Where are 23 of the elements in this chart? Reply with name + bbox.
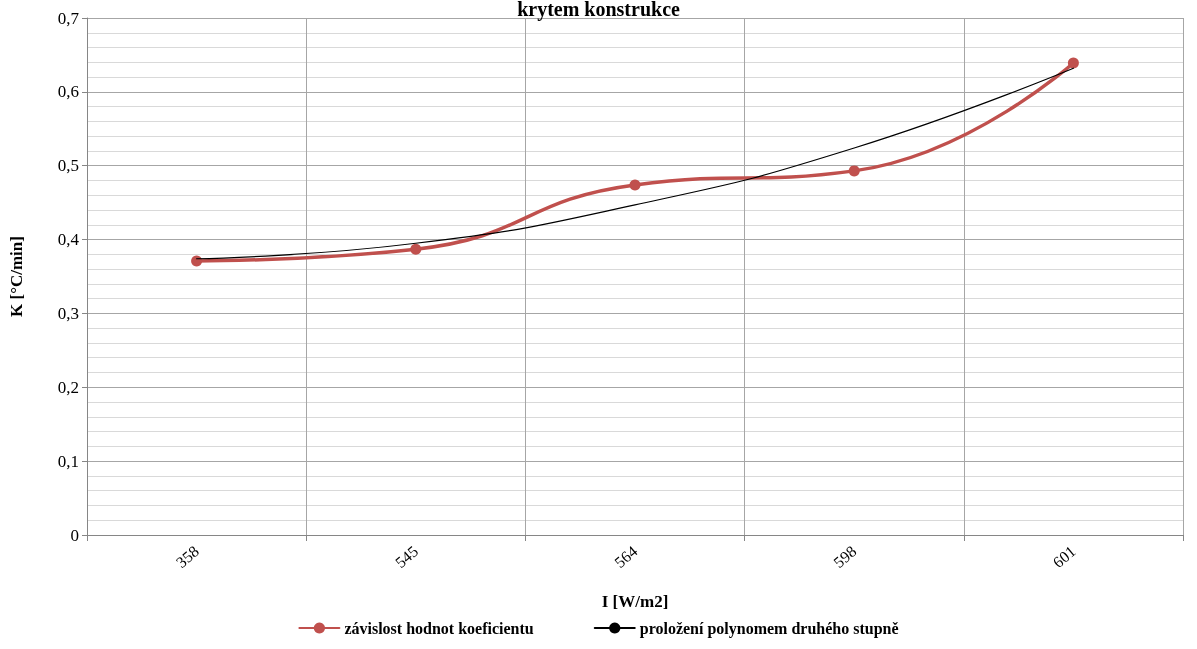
y-tick-label: 0,3: [57, 303, 79, 323]
y-tick-label: 0,7: [57, 8, 80, 28]
y-tick-label: 0,6: [57, 82, 79, 102]
point: [1067, 57, 1079, 69]
x-axis-title: I [W/m2]: [601, 592, 669, 611]
point: [848, 165, 860, 177]
point: [191, 255, 203, 267]
y-tick-label: 0: [70, 525, 79, 545]
point: [410, 243, 422, 255]
y-tick-label: 0,2: [57, 377, 79, 397]
x-tick-label: 358: [172, 542, 203, 571]
legend-label: závislost hodnot koeficientu: [344, 619, 534, 637]
y-tick-label: 0,4: [57, 230, 80, 250]
point: [629, 179, 641, 191]
y-tick-label: 0,5: [57, 156, 79, 176]
x-tick-label: 598: [830, 542, 860, 571]
y-tick-label: 0,1: [57, 451, 79, 471]
x-tick-label: 545: [391, 542, 422, 571]
y-axis-title: K [°C/min]: [7, 236, 26, 317]
x-tick-label: 564: [611, 542, 641, 571]
x-tick-label: 601: [1049, 542, 1079, 571]
legend-label: proložení polynomem druhého stupně: [639, 619, 899, 638]
chart-title: krytem konstrukce: [517, 0, 680, 21]
